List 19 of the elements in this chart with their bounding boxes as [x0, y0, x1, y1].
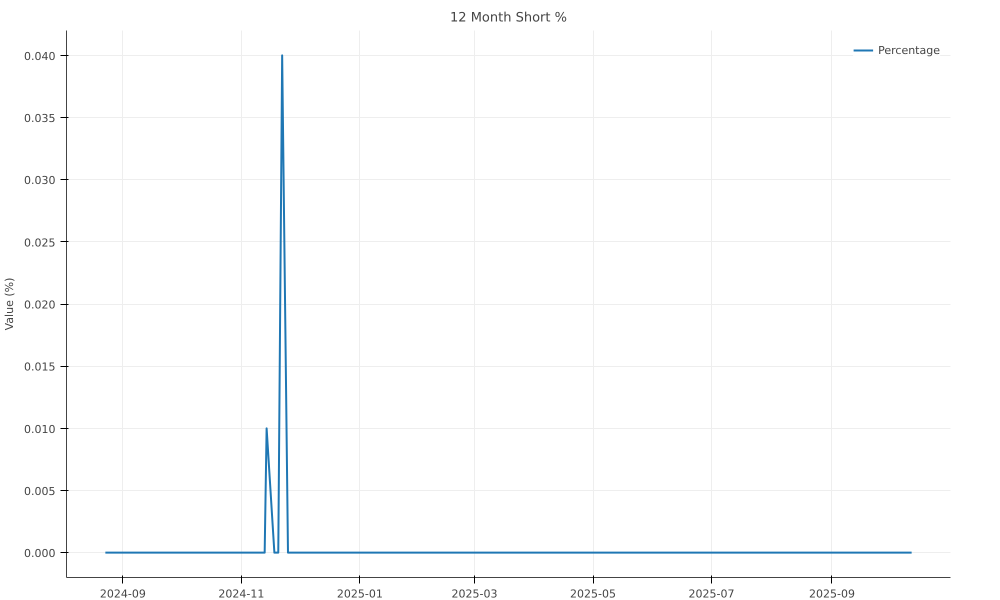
y-axis-title: Value (%): [3, 278, 16, 330]
y-tick-label: 0.030: [24, 174, 56, 188]
x-tick-label: 2025-05: [570, 588, 616, 600]
x-tick-label: 2025-03: [452, 588, 498, 600]
y-tick-label: 0.035: [24, 112, 56, 126]
y-tick-label: 0.040: [24, 50, 56, 63]
x-tick-label: 2025-09: [809, 588, 855, 600]
x-tick-label: 2025-01: [336, 588, 383, 600]
y-tick-label: 0.025: [24, 236, 56, 250]
y-tick-label: 0.020: [24, 298, 56, 312]
y-tick-label: 0.000: [24, 547, 56, 560]
x-tick-label: 2025-07: [688, 588, 735, 600]
chart-title: 12 Month Short %: [450, 10, 567, 26]
y-tick-label: 0.015: [24, 360, 56, 374]
legend-label: Percentage: [878, 44, 940, 56]
x-tick-label: 2024-09: [100, 588, 146, 600]
y-tick-label: 0.010: [24, 422, 56, 436]
y-tick-label: 0.005: [24, 484, 56, 498]
x-tick-label: 2024-11: [218, 588, 264, 600]
